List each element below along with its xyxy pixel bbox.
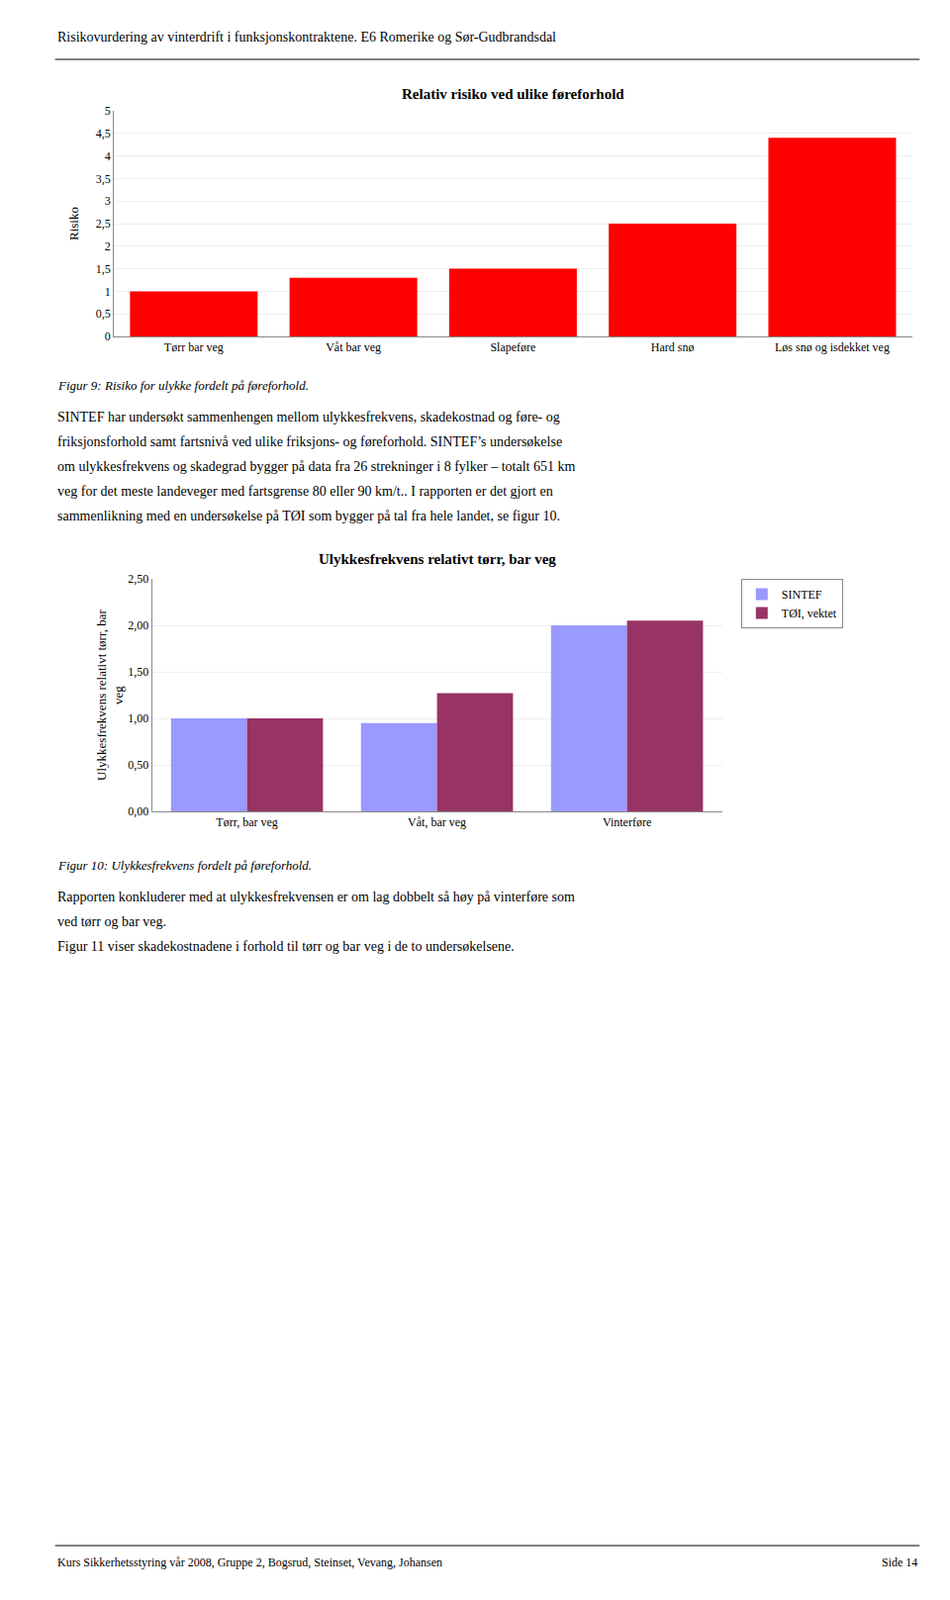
svg-text:Rapporten konkluderer med at u: Rapporten konkluderer med at ulykkesfrek… bbox=[57, 889, 575, 905]
svg-text:0,5: 0,5 bbox=[95, 306, 111, 321]
svg-text:Relativ risiko ved ulike føref: Relativ risiko ved ulike føreforhold bbox=[401, 86, 625, 102]
svg-text:1,50: 1,50 bbox=[127, 665, 149, 679]
svg-text:Tørr, bar veg: Tørr, bar veg bbox=[215, 815, 279, 830]
svg-text:2: 2 bbox=[104, 239, 111, 254]
svg-text:Hard snø: Hard snø bbox=[651, 340, 695, 355]
svg-text:veg for det meste landeveger m: veg for det meste landeveger med fartsgr… bbox=[57, 483, 554, 499]
svg-text:Figur 10: Ulykkesfrekvens ford: Figur 10: Ulykkesfrekvens fordelt på før… bbox=[57, 857, 312, 873]
svg-text:2,50: 2,50 bbox=[127, 571, 149, 586]
svg-text:Risiko: Risiko bbox=[66, 206, 82, 241]
svg-text:3: 3 bbox=[104, 193, 111, 208]
svg-text:Ulykkesfrekvens relativt tørr,: Ulykkesfrekvens relativt tørr, barveg bbox=[94, 608, 126, 780]
svg-text:2,5: 2,5 bbox=[95, 216, 111, 231]
svg-text:Kurs Sikkerhetsstyring vår 200: Kurs Sikkerhetsstyring vår 2008, Gruppe … bbox=[57, 1555, 443, 1570]
svg-text:sammenlikning med en undersøke: sammenlikning med en undersøkelse på TØI… bbox=[57, 508, 561, 524]
svg-text:4: 4 bbox=[104, 149, 111, 164]
svg-text:1,5: 1,5 bbox=[95, 262, 111, 277]
svg-text:TØI, vektet: TØI, vektet bbox=[781, 606, 838, 621]
svg-text:Tørr bar veg: Tørr bar veg bbox=[164, 340, 224, 355]
svg-text:SINTEF: SINTEF bbox=[781, 587, 823, 602]
svg-text:Vinterføre: Vinterføre bbox=[602, 815, 652, 830]
svg-text:om ulykkesfrekvens og skadegra: om ulykkesfrekvens og skadegrad bygger p… bbox=[57, 459, 575, 475]
svg-text:Figur 11 viser skadekostnadene: Figur 11 viser skadekostnadene i forhold… bbox=[57, 939, 515, 954]
svg-text:1: 1 bbox=[104, 285, 111, 299]
svg-text:Side 14: Side 14 bbox=[881, 1555, 918, 1570]
svg-text:0,50: 0,50 bbox=[127, 758, 149, 772]
svg-text:ved tørr og bar veg.: ved tørr og bar veg. bbox=[57, 914, 167, 930]
svg-text:Våt, bar veg: Våt, bar veg bbox=[407, 815, 467, 830]
svg-text:3,5: 3,5 bbox=[95, 172, 111, 187]
svg-text:Våt bar veg: Våt bar veg bbox=[325, 340, 381, 355]
svg-text:SINTEF har undersøkt sammenhen: SINTEF har undersøkt sammenhengen mellom… bbox=[57, 409, 561, 425]
svg-text:1,00: 1,00 bbox=[127, 711, 149, 726]
svg-text:2,00: 2,00 bbox=[127, 618, 149, 633]
svg-text:4,5: 4,5 bbox=[95, 126, 111, 141]
svg-text:Risikovurdering av vinterdrift: Risikovurdering av vinterdrift i funksjo… bbox=[57, 29, 557, 45]
svg-text:Ulykkesfrekvens relativt tørr,: Ulykkesfrekvens relativt tørr, bar veg bbox=[318, 551, 557, 568]
svg-text:0: 0 bbox=[104, 329, 111, 344]
svg-text:Slapeføre: Slapeføre bbox=[489, 340, 536, 355]
svg-text:Figur 9: Risiko for ulykke for: Figur 9: Risiko for ulykke fordelt på fø… bbox=[57, 378, 309, 393]
svg-text:friksjonsforhold samt fartsniv: friksjonsforhold samt fartsnivå ved ulik… bbox=[57, 434, 563, 450]
svg-text:Løs snø og isdekket veg: Løs snø og isdekket veg bbox=[774, 340, 890, 355]
svg-text:5: 5 bbox=[104, 103, 111, 118]
svg-text:0,00: 0,00 bbox=[127, 804, 149, 819]
